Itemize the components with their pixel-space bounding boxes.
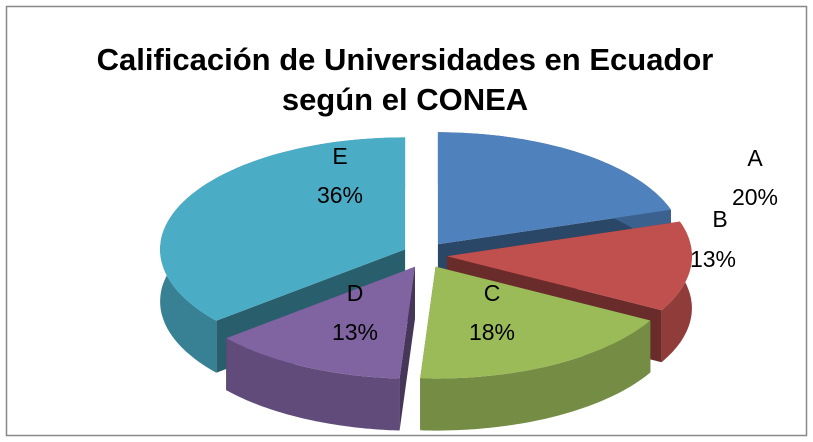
value-label: 18% — [469, 319, 515, 345]
category-label: D — [347, 280, 364, 306]
slice-wall — [420, 320, 651, 431]
category-label: E — [332, 143, 347, 169]
category-label: B — [712, 206, 727, 232]
pie-slice — [420, 266, 651, 431]
chart-title: Calificación de Universidades en Ecuador… — [96, 42, 714, 117]
slice-top — [160, 137, 406, 321]
slice-wall — [226, 338, 400, 431]
value-label: 13% — [332, 319, 378, 345]
slice-top — [446, 221, 692, 311]
pie-slice — [226, 266, 415, 431]
value-label: 20% — [732, 184, 778, 210]
category-label: A — [747, 145, 763, 171]
slice-top — [226, 266, 415, 379]
slice-top — [420, 266, 651, 379]
slice-top — [437, 132, 671, 245]
category-label: C — [484, 280, 501, 306]
value-label: 13% — [690, 246, 736, 272]
value-label: 36% — [317, 182, 363, 208]
